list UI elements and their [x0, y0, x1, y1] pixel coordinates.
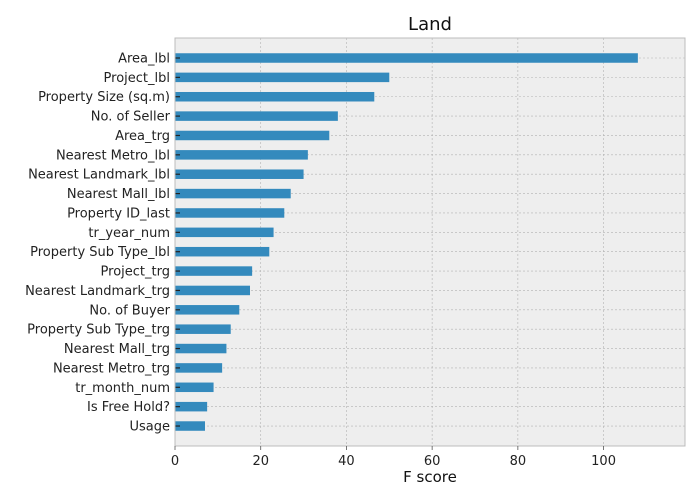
y-tick-label: Nearest Metro_trg — [53, 361, 170, 376]
bars — [175, 53, 638, 431]
y-tick-labels: Area_lbl Project_lbl Property Size (sq.m) N… — [25, 52, 171, 435]
bar — [175, 130, 330, 141]
bar — [175, 150, 308, 160]
bar — [175, 72, 390, 83]
y-tick-label: No. of Buyer — [89, 303, 170, 318]
y-tick-label: No. of Seller — [91, 110, 171, 125]
bar — [175, 111, 338, 121]
x-tick-label: 20 — [252, 454, 269, 469]
x-tick-label: 80 — [510, 454, 527, 469]
y-tick-label: Nearest Mall_trg — [64, 342, 170, 357]
bar — [175, 208, 285, 218]
x-tick-label: 40 — [338, 454, 355, 469]
y-tick-label: Project_trg — [101, 265, 170, 280]
y-tick-label: Property Sub Type_lbl — [30, 245, 170, 260]
bar — [175, 285, 250, 296]
chart-title: Land — [408, 14, 452, 35]
x-tick-labels: 0 20 40 60 80 100 — [171, 446, 616, 469]
x-axis-title: F score — [403, 468, 457, 486]
bar — [175, 421, 205, 431]
x-tick-label: 0 — [171, 454, 179, 469]
y-tick-label: Usage — [129, 420, 170, 435]
bar — [175, 246, 270, 257]
x-tick-label: 100 — [591, 454, 616, 469]
bar — [175, 324, 231, 334]
bar — [175, 53, 638, 63]
y-tick-label: tr_year_num — [88, 226, 170, 241]
bar — [175, 91, 375, 102]
y-tick-label: Area_trg — [115, 129, 170, 144]
bar — [175, 401, 208, 412]
bar — [175, 266, 253, 276]
plot-frame — [174, 37, 686, 447]
bar — [175, 188, 291, 199]
bar — [175, 382, 214, 393]
bar — [175, 169, 304, 179]
y-tick-label: Area_lbl — [118, 52, 170, 67]
x-tick-label: 60 — [424, 454, 441, 469]
y-tick-label: Property ID_last — [67, 206, 170, 221]
y-tick-label: Property Size (sq.m) — [38, 90, 170, 105]
bar — [175, 305, 240, 315]
bar — [175, 227, 274, 238]
y-tick-label: Nearest Metro_lbl — [56, 148, 170, 163]
bar — [175, 343, 227, 354]
y-tick-label: Project_lbl — [104, 71, 170, 86]
y-tick-label: Is Free Hold? — [87, 400, 170, 415]
y-tick-label: tr_month_num — [75, 381, 170, 396]
y-tick-label: Nearest Landmark_trg — [25, 284, 170, 299]
plot-background — [175, 38, 685, 446]
y-tick-label: Nearest Mall_lbl — [67, 187, 170, 202]
y-tick-label: Nearest Landmark_lbl — [28, 168, 170, 183]
y-tick-label: Property Sub Type_trg — [27, 323, 170, 338]
bar — [175, 363, 223, 373]
